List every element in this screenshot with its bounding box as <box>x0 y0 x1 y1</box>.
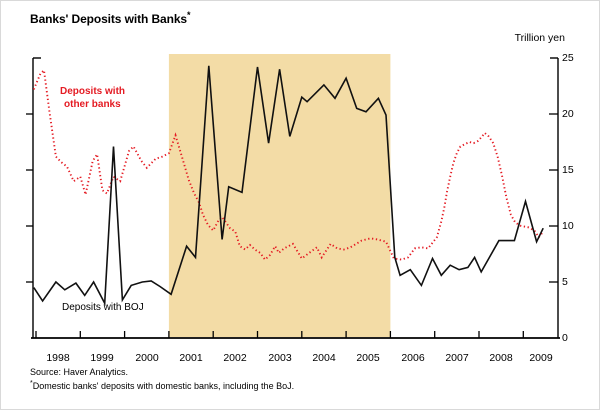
boj-series-label: Deposits with BOJ <box>62 302 144 313</box>
x-tick-label: 2009 <box>529 352 553 364</box>
x-tick-label: 2001 <box>179 352 203 364</box>
x-tick-label: 2008 <box>489 352 513 364</box>
title-footnote-marker: * <box>186 10 191 20</box>
footnote: *Domestic banks' deposits with domestic … <box>30 380 294 391</box>
other-banks-label-line2: other banks <box>64 99 121 110</box>
other-banks-label-line1: Deposits with <box>60 86 126 97</box>
y-axis-unit-label: Trillion yen <box>514 32 565 44</box>
other-banks-series-label: Deposits with other banks <box>60 85 125 111</box>
x-tick-label: 2003 <box>268 352 292 364</box>
qe-period-shading <box>168 54 391 337</box>
y-tick-label: 5 <box>562 276 568 288</box>
other-banks-line <box>32 68 544 262</box>
y-tick-label: 20 <box>562 108 574 120</box>
y-tick-label: 15 <box>562 164 574 176</box>
x-tick-label: 1999 <box>90 352 114 364</box>
x-tick-label: 1998 <box>46 352 70 364</box>
x-tick-label: 2006 <box>401 352 425 364</box>
footnote-text: Domestic banks' deposits with domestic b… <box>32 381 295 391</box>
footnote-marker: * <box>30 380 33 387</box>
x-tick-label: 2005 <box>356 352 380 364</box>
title-text: Banks' Deposits with Banks <box>30 12 187 26</box>
y-tick-label: 25 <box>562 52 574 64</box>
x-tick-label: 2007 <box>445 352 469 364</box>
y-tick-label: 10 <box>562 220 574 232</box>
source-note: Source: Haver Analytics. <box>30 367 129 377</box>
x-tick-label: 2004 <box>312 352 336 364</box>
x-tick-label: 2002 <box>223 352 247 364</box>
axis-frame <box>31 57 560 339</box>
axis-ticks <box>26 113 558 338</box>
boj-line <box>33 65 544 307</box>
y-tick-label: 0 <box>562 332 568 344</box>
page-title: Banks' Deposits with Banks* <box>30 10 190 26</box>
x-tick-label: 2000 <box>135 352 159 364</box>
